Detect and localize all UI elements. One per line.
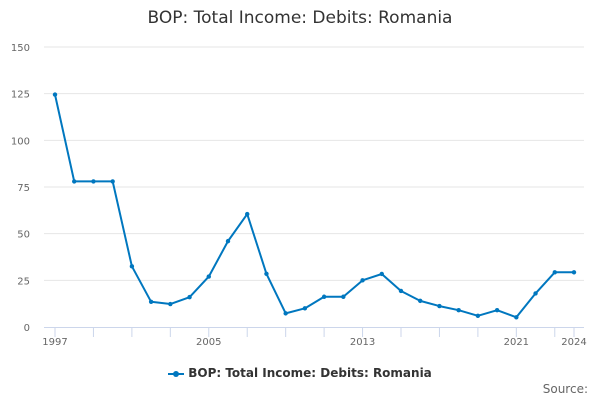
- data-point: [456, 308, 461, 313]
- data-point: [245, 211, 250, 217]
- x-tick-label: 1997: [42, 337, 67, 348]
- y-tick-label: 50: [17, 230, 30, 241]
- data-point: [187, 294, 192, 300]
- legend-swatch: [168, 370, 185, 377]
- data-point: [571, 270, 577, 275]
- data-point: [321, 294, 327, 299]
- source-label: Source:: [542, 382, 588, 396]
- data-point: [552, 270, 557, 275]
- legend[interactable]: BOP: Total Income: Debits: Romania: [0, 366, 600, 380]
- data-point: [52, 92, 58, 97]
- data-point: [168, 301, 173, 307]
- data-point: [418, 298, 423, 304]
- data-point: [533, 291, 538, 296]
- y-tick-label: 125: [11, 90, 30, 101]
- data-point: [225, 238, 231, 244]
- x-tick-label: 2024: [561, 337, 586, 348]
- chart-title: BOP: Total Income: Debits: Romania: [147, 8, 453, 28]
- data-point: [206, 274, 211, 279]
- data-point: [283, 311, 288, 316]
- data-point: [437, 303, 442, 309]
- data-point: [72, 179, 77, 184]
- y-tick-label: 150: [11, 43, 30, 54]
- x-tick-label: 2013: [350, 337, 375, 348]
- data-point: [494, 308, 500, 313]
- data-point: [379, 271, 384, 277]
- data-point: [398, 288, 404, 294]
- y-tick-label: 75: [17, 183, 30, 194]
- data-point: [91, 179, 96, 184]
- legend-label: BOP: Total Income: Debits: Romania: [188, 366, 432, 380]
- data-point: [110, 179, 115, 184]
- data-point: [148, 299, 154, 304]
- data-point: [264, 271, 269, 276]
- data-point: [514, 315, 519, 320]
- y-tick-label: 100: [11, 136, 30, 147]
- data-point: [360, 278, 365, 283]
- y-tick-label: 25: [17, 276, 30, 287]
- data-point: [475, 313, 481, 318]
- data-point: [341, 294, 346, 299]
- x-tick-label: 2005: [196, 337, 221, 348]
- x-tick-label: 2021: [504, 337, 529, 348]
- y-tick-label: 0: [24, 323, 30, 334]
- series-line: [54, 94, 574, 319]
- data-point: [129, 264, 135, 269]
- data-point: [302, 306, 308, 311]
